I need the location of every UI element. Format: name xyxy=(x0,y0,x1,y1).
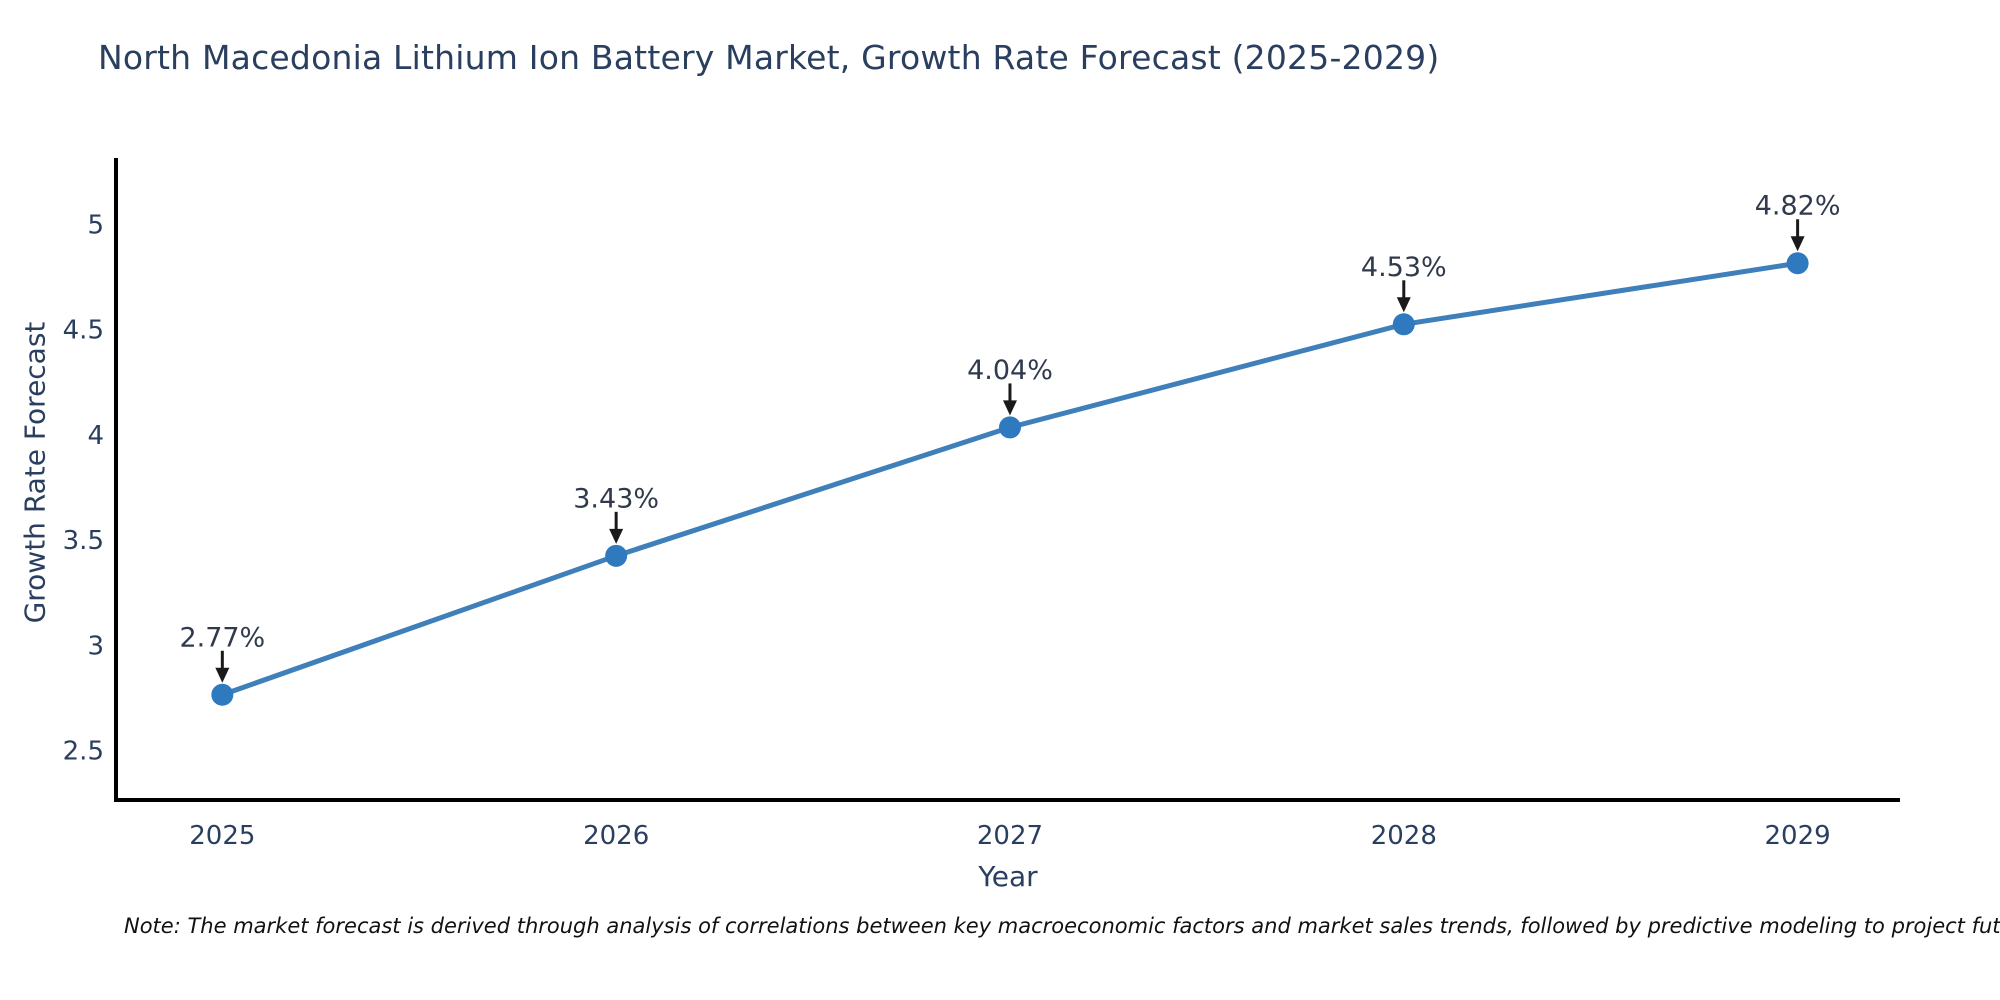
data-point-label: 4.53% xyxy=(1361,252,1447,283)
forecast-line xyxy=(219,260,1801,698)
x-tick-label: 2029 xyxy=(1765,821,1831,851)
data-point-label: 3.43% xyxy=(573,483,659,514)
data-point-marker[interactable] xyxy=(211,683,234,706)
footnote: Note: The market forecast is derived thr… xyxy=(124,914,2000,938)
chart-title: North Macedonia Lithium Ion Battery Mark… xyxy=(98,38,1440,77)
y-tick-label: 4 xyxy=(87,421,104,451)
y-tick-label: 3.5 xyxy=(63,526,104,556)
annotation-arrow-head xyxy=(1002,400,1017,416)
data-point-label: 4.82% xyxy=(1755,191,1841,222)
x-tick-label: 2028 xyxy=(1371,821,1437,851)
data-point-label: 4.04% xyxy=(967,355,1053,386)
data-point-marker[interactable] xyxy=(1786,252,1809,275)
x-tick-label: 2027 xyxy=(977,821,1043,851)
x-tick-label: 2026 xyxy=(583,821,649,851)
data-point-label: 2.77% xyxy=(179,622,265,653)
y-tick-label: 4.5 xyxy=(63,316,104,346)
annotation-arrow-head xyxy=(1790,236,1805,252)
y-tick-label: 2.5 xyxy=(63,737,104,767)
annotation-arrow-head xyxy=(1396,297,1411,313)
data-point-marker[interactable] xyxy=(605,544,628,567)
y-tick-label: 3 xyxy=(87,631,104,661)
annotation-arrow-head xyxy=(215,667,230,683)
data-point-marker[interactable] xyxy=(1392,313,1415,336)
data-point-marker[interactable] xyxy=(998,416,1021,439)
y-tick-label: 5 xyxy=(87,210,104,240)
annotation-arrow-head xyxy=(609,528,624,544)
x-axis-title: Year xyxy=(978,860,1038,893)
x-tick-label: 2025 xyxy=(189,821,255,851)
